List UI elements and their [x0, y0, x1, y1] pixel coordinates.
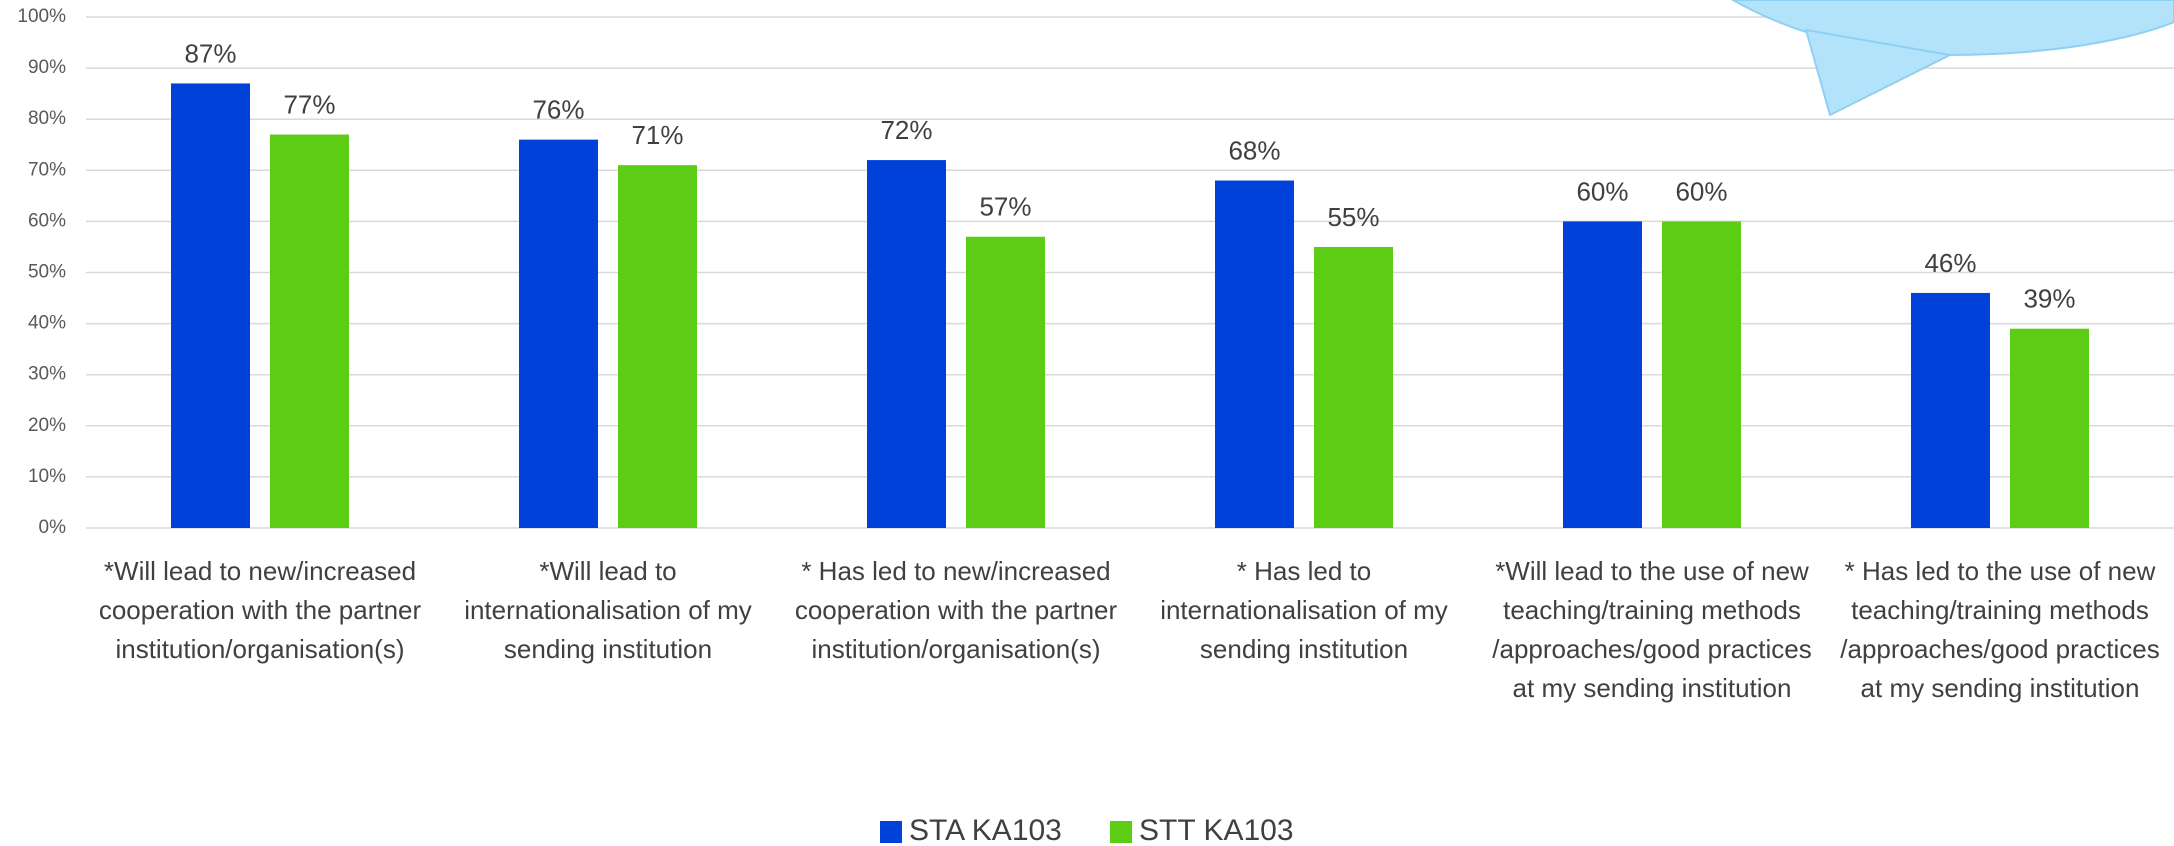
value-label: 72%: [880, 115, 932, 145]
callout-tail: [1804, 28, 1954, 117]
bar: [1215, 180, 1294, 528]
x-tick-label-box: * Has led to the use of new teaching/tra…: [1840, 556, 2160, 703]
x-tick-label: * Has led to internationalisation of my …: [1160, 556, 1448, 664]
callout-decoration: [1730, 0, 2174, 117]
bar: [1662, 221, 1741, 528]
x-tick-label-box: * Has led to internationalisation of my …: [1160, 556, 1448, 664]
y-tick-label: 10%: [28, 466, 66, 487]
bar: [519, 139, 598, 528]
value-label: 76%: [532, 95, 584, 125]
x-tick-label: *Will lead to new/increased cooperation …: [98, 556, 422, 664]
y-tick-label: 0%: [39, 517, 67, 538]
y-tick-label: 80%: [28, 108, 66, 129]
x-tick-label-box: *Will lead to the use of new teaching/tr…: [1492, 556, 1812, 703]
y-tick-label: 30%: [28, 364, 66, 385]
value-label: 55%: [1327, 202, 1379, 232]
y-tick-label: 90%: [28, 57, 66, 78]
bar: [1563, 221, 1642, 528]
x-tick-label: * Has led to the use of new teaching/tra…: [1840, 556, 2160, 703]
y-tick-label: 60%: [28, 210, 66, 231]
bar: [1314, 246, 1393, 528]
bar: [1911, 292, 1990, 528]
x-tick-label: *Will lead to internationalisation of my…: [464, 556, 752, 664]
value-label: 71%: [631, 120, 683, 150]
legend-label: STT KA103: [1139, 814, 1294, 846]
value-label: 57%: [979, 192, 1031, 222]
legend-label: STA KA103: [909, 814, 1062, 846]
x-tick-label: * Has led to new/increased cooperation w…: [794, 556, 1118, 664]
bar: [966, 236, 1045, 529]
value-label: 46%: [1924, 248, 1976, 278]
y-tick-label: 70%: [28, 159, 66, 180]
value-label: 60%: [1675, 176, 1727, 206]
callout-fill: [1800, 10, 2000, 53]
bar: [867, 160, 946, 528]
x-tick-label: *Will lead to the use of new teaching/tr…: [1492, 556, 1812, 703]
bar: [618, 165, 697, 528]
x-tick-label-box: *Will lead to internationalisation of my…: [464, 556, 752, 664]
x-tick-label-box: * Has led to new/increased cooperation w…: [794, 556, 1118, 664]
y-tick-label: 20%: [28, 415, 66, 436]
value-label: 39%: [2023, 284, 2075, 314]
legend-swatch: [1110, 821, 1132, 843]
value-label: 60%: [1576, 176, 1628, 206]
x-tick-label-box: *Will lead to new/increased cooperation …: [98, 556, 422, 664]
y-tick-label: 40%: [28, 313, 66, 334]
bar: [171, 83, 250, 529]
bar: [270, 134, 349, 528]
bar: [2010, 328, 2089, 528]
value-label: 87%: [184, 38, 236, 68]
y-tick-label: 50%: [28, 262, 66, 283]
value-label: 77%: [283, 89, 335, 119]
y-tick-label: 100%: [17, 6, 66, 27]
legend-swatch: [880, 821, 902, 843]
value-label: 68%: [1228, 135, 1280, 165]
